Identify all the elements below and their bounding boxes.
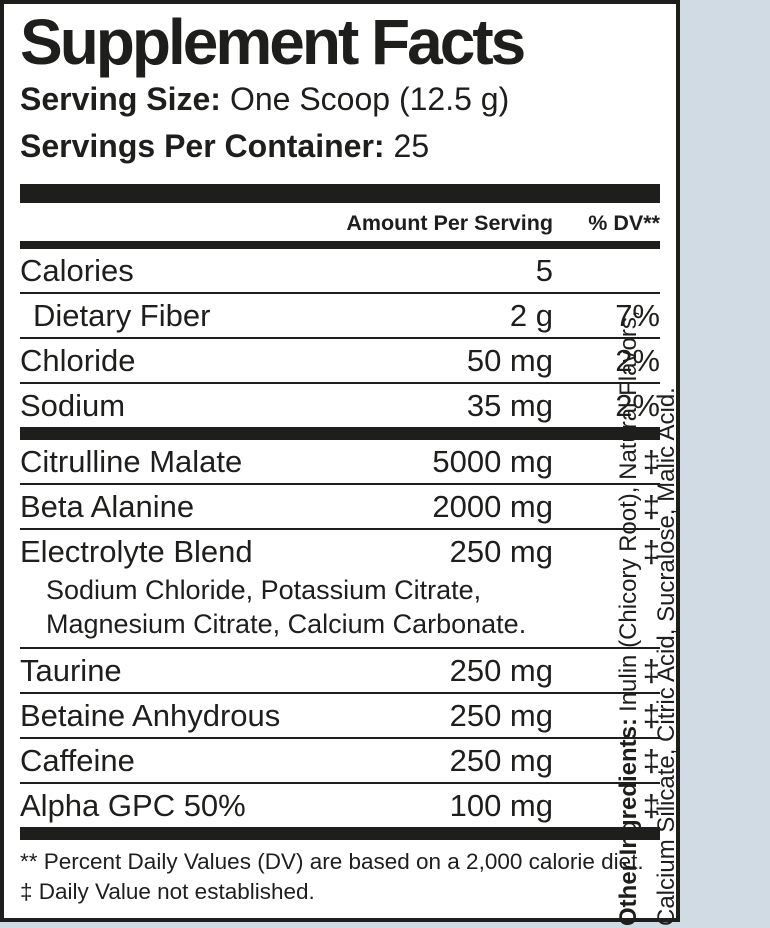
serving-size-line: Serving Size: One Scoop (12.5 g) — [20, 76, 660, 123]
footnote-dv-not-established: ‡ Daily Value not established. — [20, 879, 315, 904]
nutrient-name: Taurine — [20, 652, 122, 688]
nutrient-amount: 250 mg — [449, 533, 553, 569]
nutrient-dv: ‡ — [642, 533, 660, 569]
nutrient-name: Citrulline Malate — [20, 443, 243, 479]
servings-per-container-label: Servings Per Container: — [20, 128, 385, 164]
supplement-facts-panel: Supplement Facts Serving Size: One Scoop … — [0, 0, 680, 922]
nutrient-dv: ‡ — [642, 443, 660, 479]
nutrient-amount: 100 mg — [449, 787, 553, 823]
nutrient-dv: ‡ — [642, 787, 660, 823]
other-ingredients-line-2: Calcium Silicate, Citric Acid, Sucralose… — [653, 387, 680, 926]
nutrient-name: Alpha GPC 50% — [20, 787, 246, 823]
nutrient-name: Sodium — [20, 387, 126, 423]
nutrient-name: Betaine Anhydrous — [20, 697, 281, 733]
serving-size-label: Serving Size: — [20, 81, 221, 117]
blend-component-line: Magnesium Citrate, Calcium Carbonate. — [46, 609, 527, 639]
table-row: Chloride 50 mg 2% — [20, 337, 660, 382]
nutrient-name: Beta Alanine — [20, 488, 195, 524]
blend-component-line: Sodium Chloride, Potassium Citrate, — [46, 575, 482, 605]
footnote-daily-values: ** Percent Daily Values (DV) are based o… — [20, 849, 644, 874]
table-row: Electrolyte Blend 250 mg ‡ Sodium Chloride,… — [20, 528, 660, 647]
ingredients-section: Citrulline Malate 5000 mg ‡ Beta Alanine 200… — [20, 440, 660, 827]
nutrient-amount: 2 g — [509, 297, 553, 333]
column-headers: Amount Per Serving % DV** — [20, 203, 660, 241]
other-ingredients-text: Other Ingredients: Inulin (Chicory Root),… — [610, 214, 688, 927]
nutrient-amount: 250 mg — [449, 697, 553, 733]
nutrient-amount: 5 — [535, 252, 553, 288]
blend-components: Sodium Chloride, Potassium Citrate, Magne… — [20, 573, 660, 647]
nutrient-dv: ‡ — [642, 652, 660, 688]
other-ingredients-sidebar: Other Ingredients: Inulin (Chicory Root),… — [615, 0, 770, 928]
nutrient-amount: 35 mg — [466, 387, 553, 423]
table-row: Dietary Fiber 2 g 7% — [20, 292, 660, 337]
table-row: Caffeine 250 mg ‡ — [20, 737, 660, 782]
section-divider-bar — [20, 827, 660, 840]
other-ingredients-label: Other Ingredients: — [615, 717, 642, 926]
footnotes: ** Percent Daily Values (DV) are based o… — [20, 840, 660, 907]
nutrient-dv: 2% — [615, 387, 660, 423]
serving-size-value: One Scoop (12.5 g) — [229, 81, 510, 117]
servings-per-container-line: Servings Per Container: 25 — [20, 123, 660, 170]
other-ingredients-line-1-rest: Inulin (Chicory Root), Natural Flavors, — [615, 310, 642, 712]
nutrient-dv: ‡ — [642, 697, 660, 733]
table-row: Beta Alanine 2000 mg ‡ — [20, 483, 660, 528]
other-ingredients-line-1: Other Ingredients: Inulin (Chicory Root),… — [610, 214, 648, 927]
nutrient-amount: 5000 mg — [432, 443, 553, 479]
nutrient-name: Electrolyte Blend — [20, 533, 253, 569]
nutrient-amount: 250 mg — [449, 742, 553, 778]
table-row: Taurine 250 mg ‡ — [20, 647, 660, 692]
table-row: Citrulline Malate 5000 mg ‡ — [20, 440, 660, 483]
nutrient-amount: 2000 mg — [432, 488, 553, 524]
section-divider-bar — [20, 427, 660, 440]
servings-per-container-value: 25 — [393, 128, 430, 164]
nutrients-section: Calories 5 Dietary Fiber 2 g 7% Chloride 50 mg… — [20, 249, 660, 427]
nutrient-name: Dietary Fiber — [33, 297, 211, 333]
nutrient-name: Chloride — [20, 342, 136, 378]
table-row: Sodium 35 mg 2% — [20, 382, 660, 427]
table-row: Betaine Anhydrous 250 mg ‡ — [20, 692, 660, 737]
page-title: Supplement Facts — [20, 6, 526, 78]
nutrient-amount: 250 mg — [449, 652, 553, 688]
table-row: Calories 5 — [20, 249, 660, 292]
percent-dv-header: % DV** — [588, 211, 660, 235]
nutrient-name: Caffeine — [20, 742, 135, 778]
nutrient-dv: 7% — [615, 297, 660, 333]
nutrient-dv: 2% — [615, 342, 660, 378]
nutrient-amount: 50 mg — [466, 342, 553, 378]
nutrient-name: Calories — [20, 252, 134, 288]
nutrient-dv: ‡ — [642, 742, 660, 778]
table-row: Alpha GPC 50% 100 mg ‡ — [20, 782, 660, 827]
nutrient-dv: ‡ — [642, 488, 660, 524]
section-divider-bar — [20, 184, 660, 203]
amount-per-serving-header: Amount Per Serving — [346, 211, 553, 235]
header-divider-bar — [20, 241, 660, 249]
